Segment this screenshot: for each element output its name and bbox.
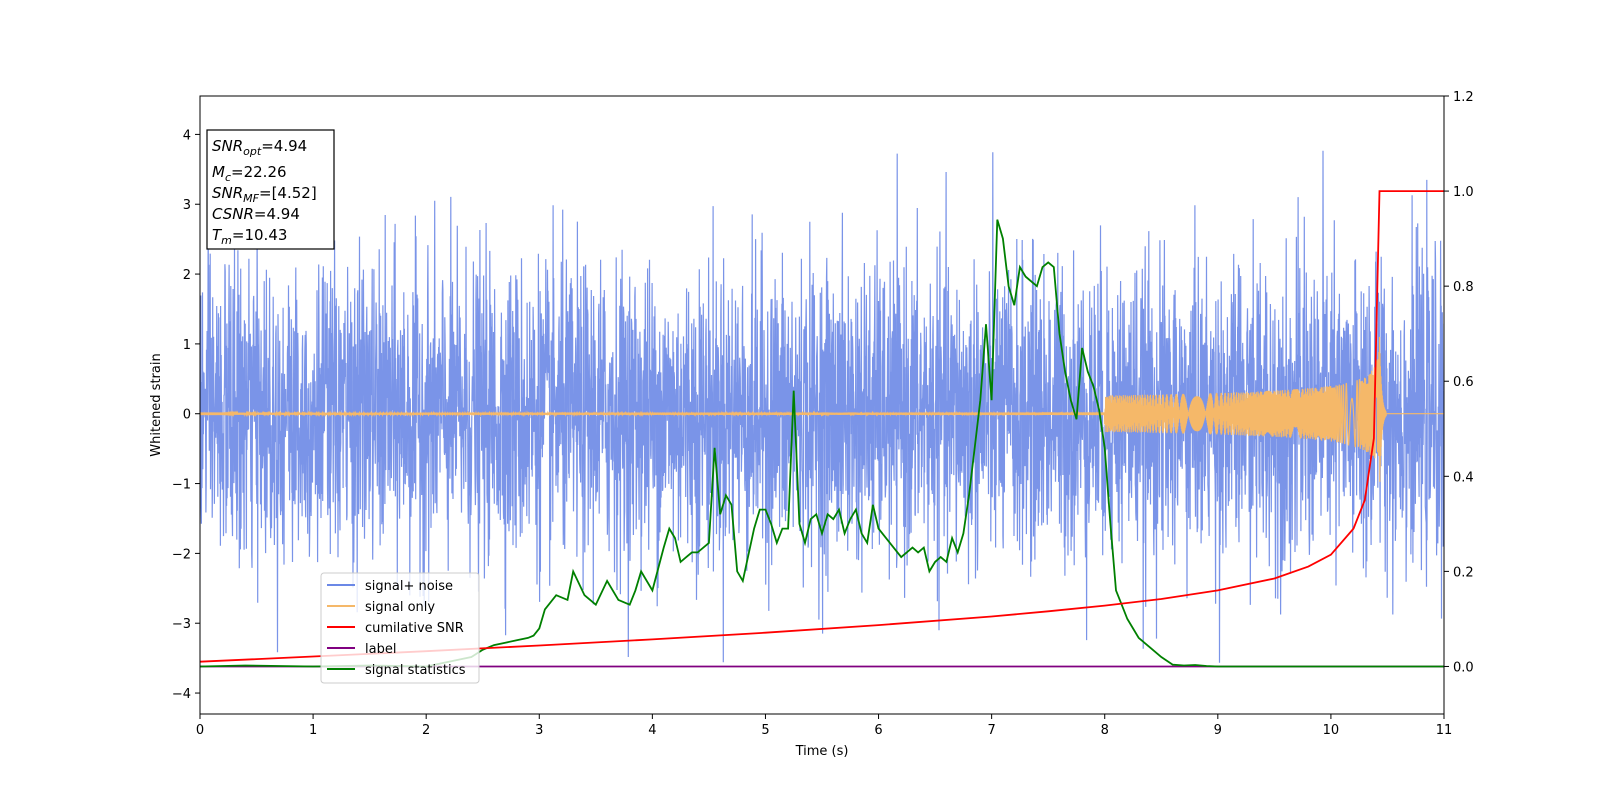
x-tick-label: 10: [1323, 723, 1340, 738]
info-snr-mf: =[4.52]: [259, 184, 317, 202]
y-tick-label: 0: [183, 408, 191, 423]
series-cumulative-snr: [200, 190, 1444, 663]
legend-label-noise: signal+ noise: [365, 579, 453, 594]
legend: signal+ noise signal only cumilative SNR…: [320, 572, 480, 684]
y2-tick-label: 1.0: [1453, 185, 1474, 200]
x-tick-label: 6: [874, 723, 882, 738]
x-tick-label: 3: [535, 723, 543, 738]
y-tick-label: 3: [183, 198, 191, 213]
svg-text:SNRopt=4.94: SNRopt=4.94: [212, 137, 307, 158]
legend-label-signal: signal only: [365, 600, 435, 615]
y2-tick-label: 0.2: [1453, 565, 1474, 580]
y2-tick-label: 1.2: [1453, 90, 1474, 105]
y-tick-label: 4: [183, 128, 191, 143]
series-signal-statistics: [200, 219, 1444, 668]
x-tick-label: 0: [196, 723, 204, 738]
y2-tick-label: 0.4: [1453, 470, 1474, 485]
y2-tick-label: 0.6: [1453, 375, 1474, 390]
y-tick-label: 1: [183, 338, 191, 353]
x-tick-label: 2: [422, 723, 430, 738]
series-signal-plus-noise: [200, 150, 1444, 663]
info-mc: =22.26: [231, 163, 287, 181]
y-axis-right: 1.2 1.0 0.8 0.6 0.4 0.2 0.0: [1444, 90, 1474, 675]
y-tick-label: −1: [172, 478, 191, 493]
cumulative-snr-line: [200, 190, 1444, 663]
legend-label-label: label: [365, 642, 396, 657]
plot-frame: [199, 95, 1445, 715]
series-signal-only: [200, 336, 1444, 482]
x-tick-label: 7: [987, 723, 995, 738]
x-axis-label: Time (s): [795, 744, 849, 759]
legend-label-cum-snr: cumilative SNR: [365, 621, 464, 636]
y-axis-left: 4 3 2 1 0 −1 −2 −3 −4: [172, 128, 200, 702]
x-tick-label: 11: [1436, 723, 1453, 738]
y2-tick-label: 0.8: [1453, 280, 1474, 295]
signal-statistics-line: [200, 219, 1444, 668]
signal-plus-noise-line: [200, 150, 1444, 663]
x-axis: 0 1 2 3 4 5 6 7 8 9 10 11: [196, 714, 1452, 738]
info-csnr: =4.94: [254, 205, 300, 223]
y-tick-label: −4: [172, 687, 191, 702]
y-tick-label: −2: [172, 547, 191, 562]
y-tick-label: 2: [183, 268, 191, 283]
x-tick-label: 1: [309, 723, 317, 738]
legend-label-stat: signal statistics: [365, 663, 466, 678]
svg-text:SNRMF=[4.52]: SNRMF=[4.52]: [212, 184, 317, 205]
info-snr-opt: =4.94: [261, 137, 307, 155]
x-tick-label: 5: [761, 723, 769, 738]
x-tick-label: 8: [1101, 723, 1109, 738]
y-axis-label: Whitened strain: [149, 353, 164, 456]
svg-text:Mc=22.26: Mc=22.26: [212, 163, 287, 184]
info-tm: =10.43: [232, 226, 288, 244]
x-tick-label: 9: [1214, 723, 1222, 738]
y2-tick-label: 0.0: [1453, 660, 1474, 675]
y-tick-label: −3: [172, 617, 191, 632]
x-tick-label: 4: [648, 723, 656, 738]
svg-text:Tm=10.43: Tm=10.43: [212, 226, 287, 247]
signal-only-line: [200, 336, 1444, 482]
svg-text:CSNR=4.94: CSNR=4.94: [212, 205, 300, 223]
info-box: SNRopt=4.94 Mc=22.26 SNRMF=[4.52] CSNR=4…: [206, 129, 335, 250]
